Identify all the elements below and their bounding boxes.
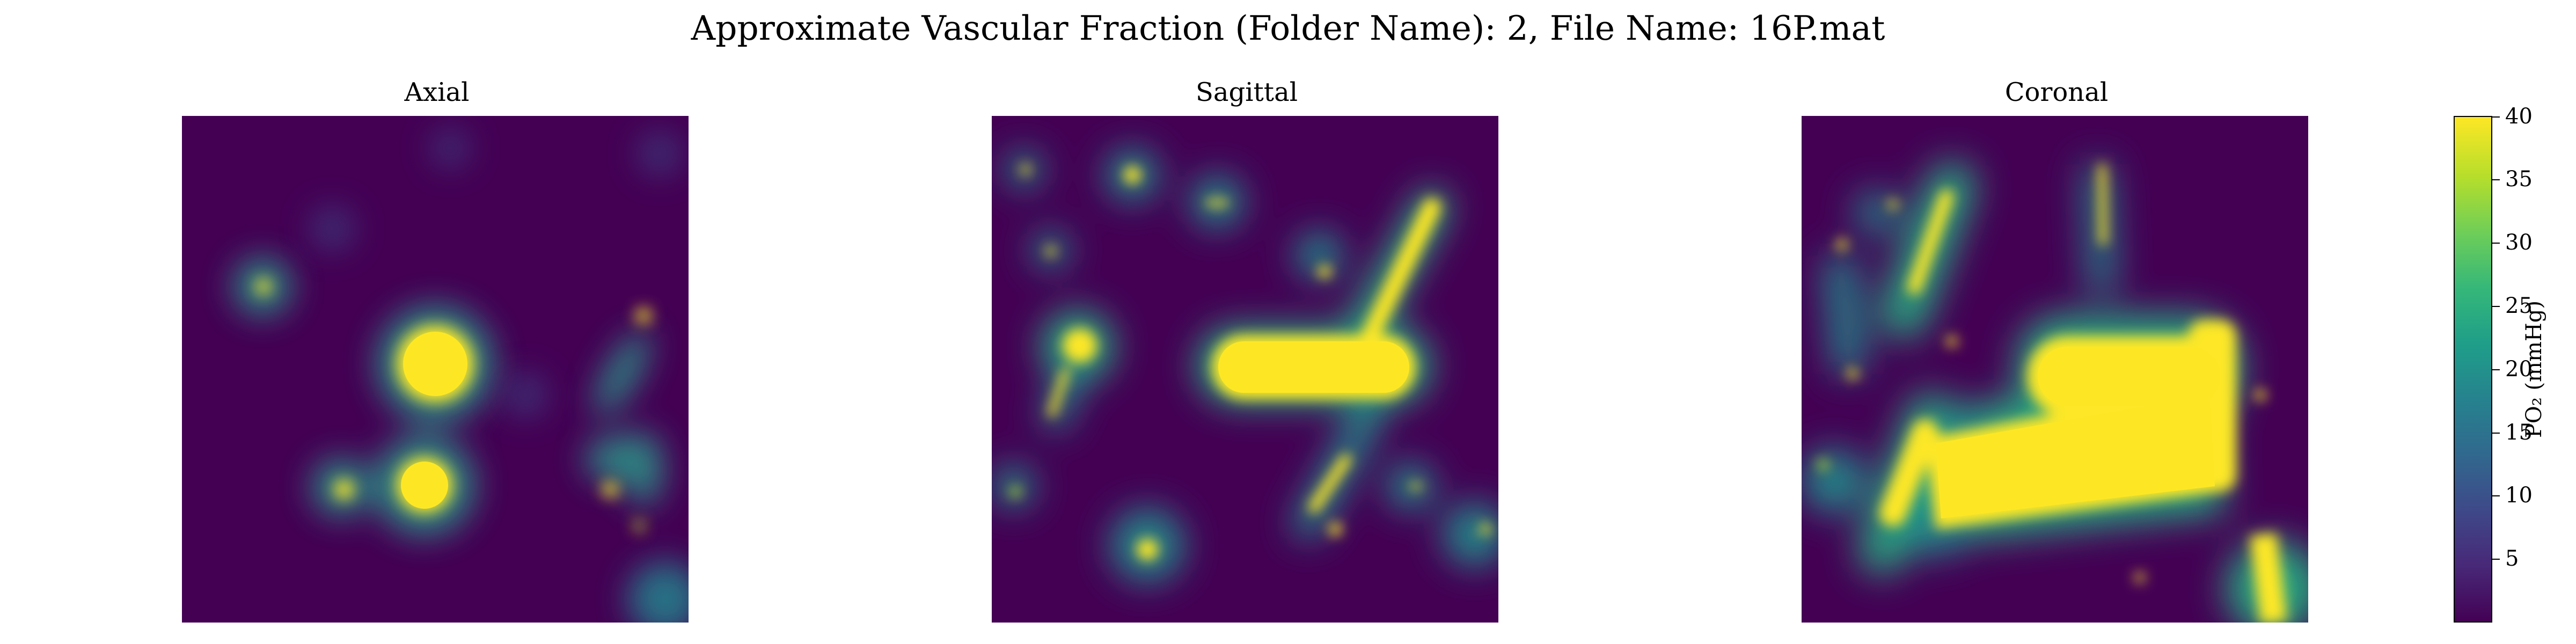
coronal-heatmap	[1802, 116, 2308, 623]
colorbar-tick	[2492, 495, 2500, 496]
colorbar-tick-label: 30	[2505, 230, 2533, 255]
coronal-title: Coronal	[2004, 77, 2109, 107]
colorbar-label: PO₂ (mmHg)	[2522, 300, 2546, 438]
axial-title: Axial	[404, 77, 470, 107]
figure-title: Approximate Vascular Fraction (Folder Na…	[691, 9, 1885, 48]
colorbar-tick	[2492, 179, 2500, 180]
colorbar-tick	[2492, 369, 2500, 370]
sagittal-title: Sagittal	[1195, 77, 1298, 107]
colorbar-tick	[2492, 559, 2500, 560]
colorbar-tick-label: 25	[2505, 294, 2533, 318]
colorbar-tick	[2492, 433, 2500, 434]
colorbar-tick-label: 20	[2505, 357, 2533, 382]
colorbar-tick	[2492, 116, 2500, 118]
colorbar-tick-label: 5	[2505, 546, 2519, 571]
sagittal-heatmap	[992, 116, 1498, 623]
colorbar-tick	[2492, 243, 2500, 244]
colorbar	[2454, 116, 2492, 623]
colorbar-tick-label: 15	[2505, 420, 2533, 445]
colorbar-tick	[2492, 306, 2500, 307]
colorbar-tick-label: 40	[2505, 104, 2533, 129]
colorbar-tick-label: 35	[2505, 167, 2533, 192]
axial-heatmap	[182, 116, 689, 623]
colorbar-tick-label: 10	[2505, 483, 2533, 508]
